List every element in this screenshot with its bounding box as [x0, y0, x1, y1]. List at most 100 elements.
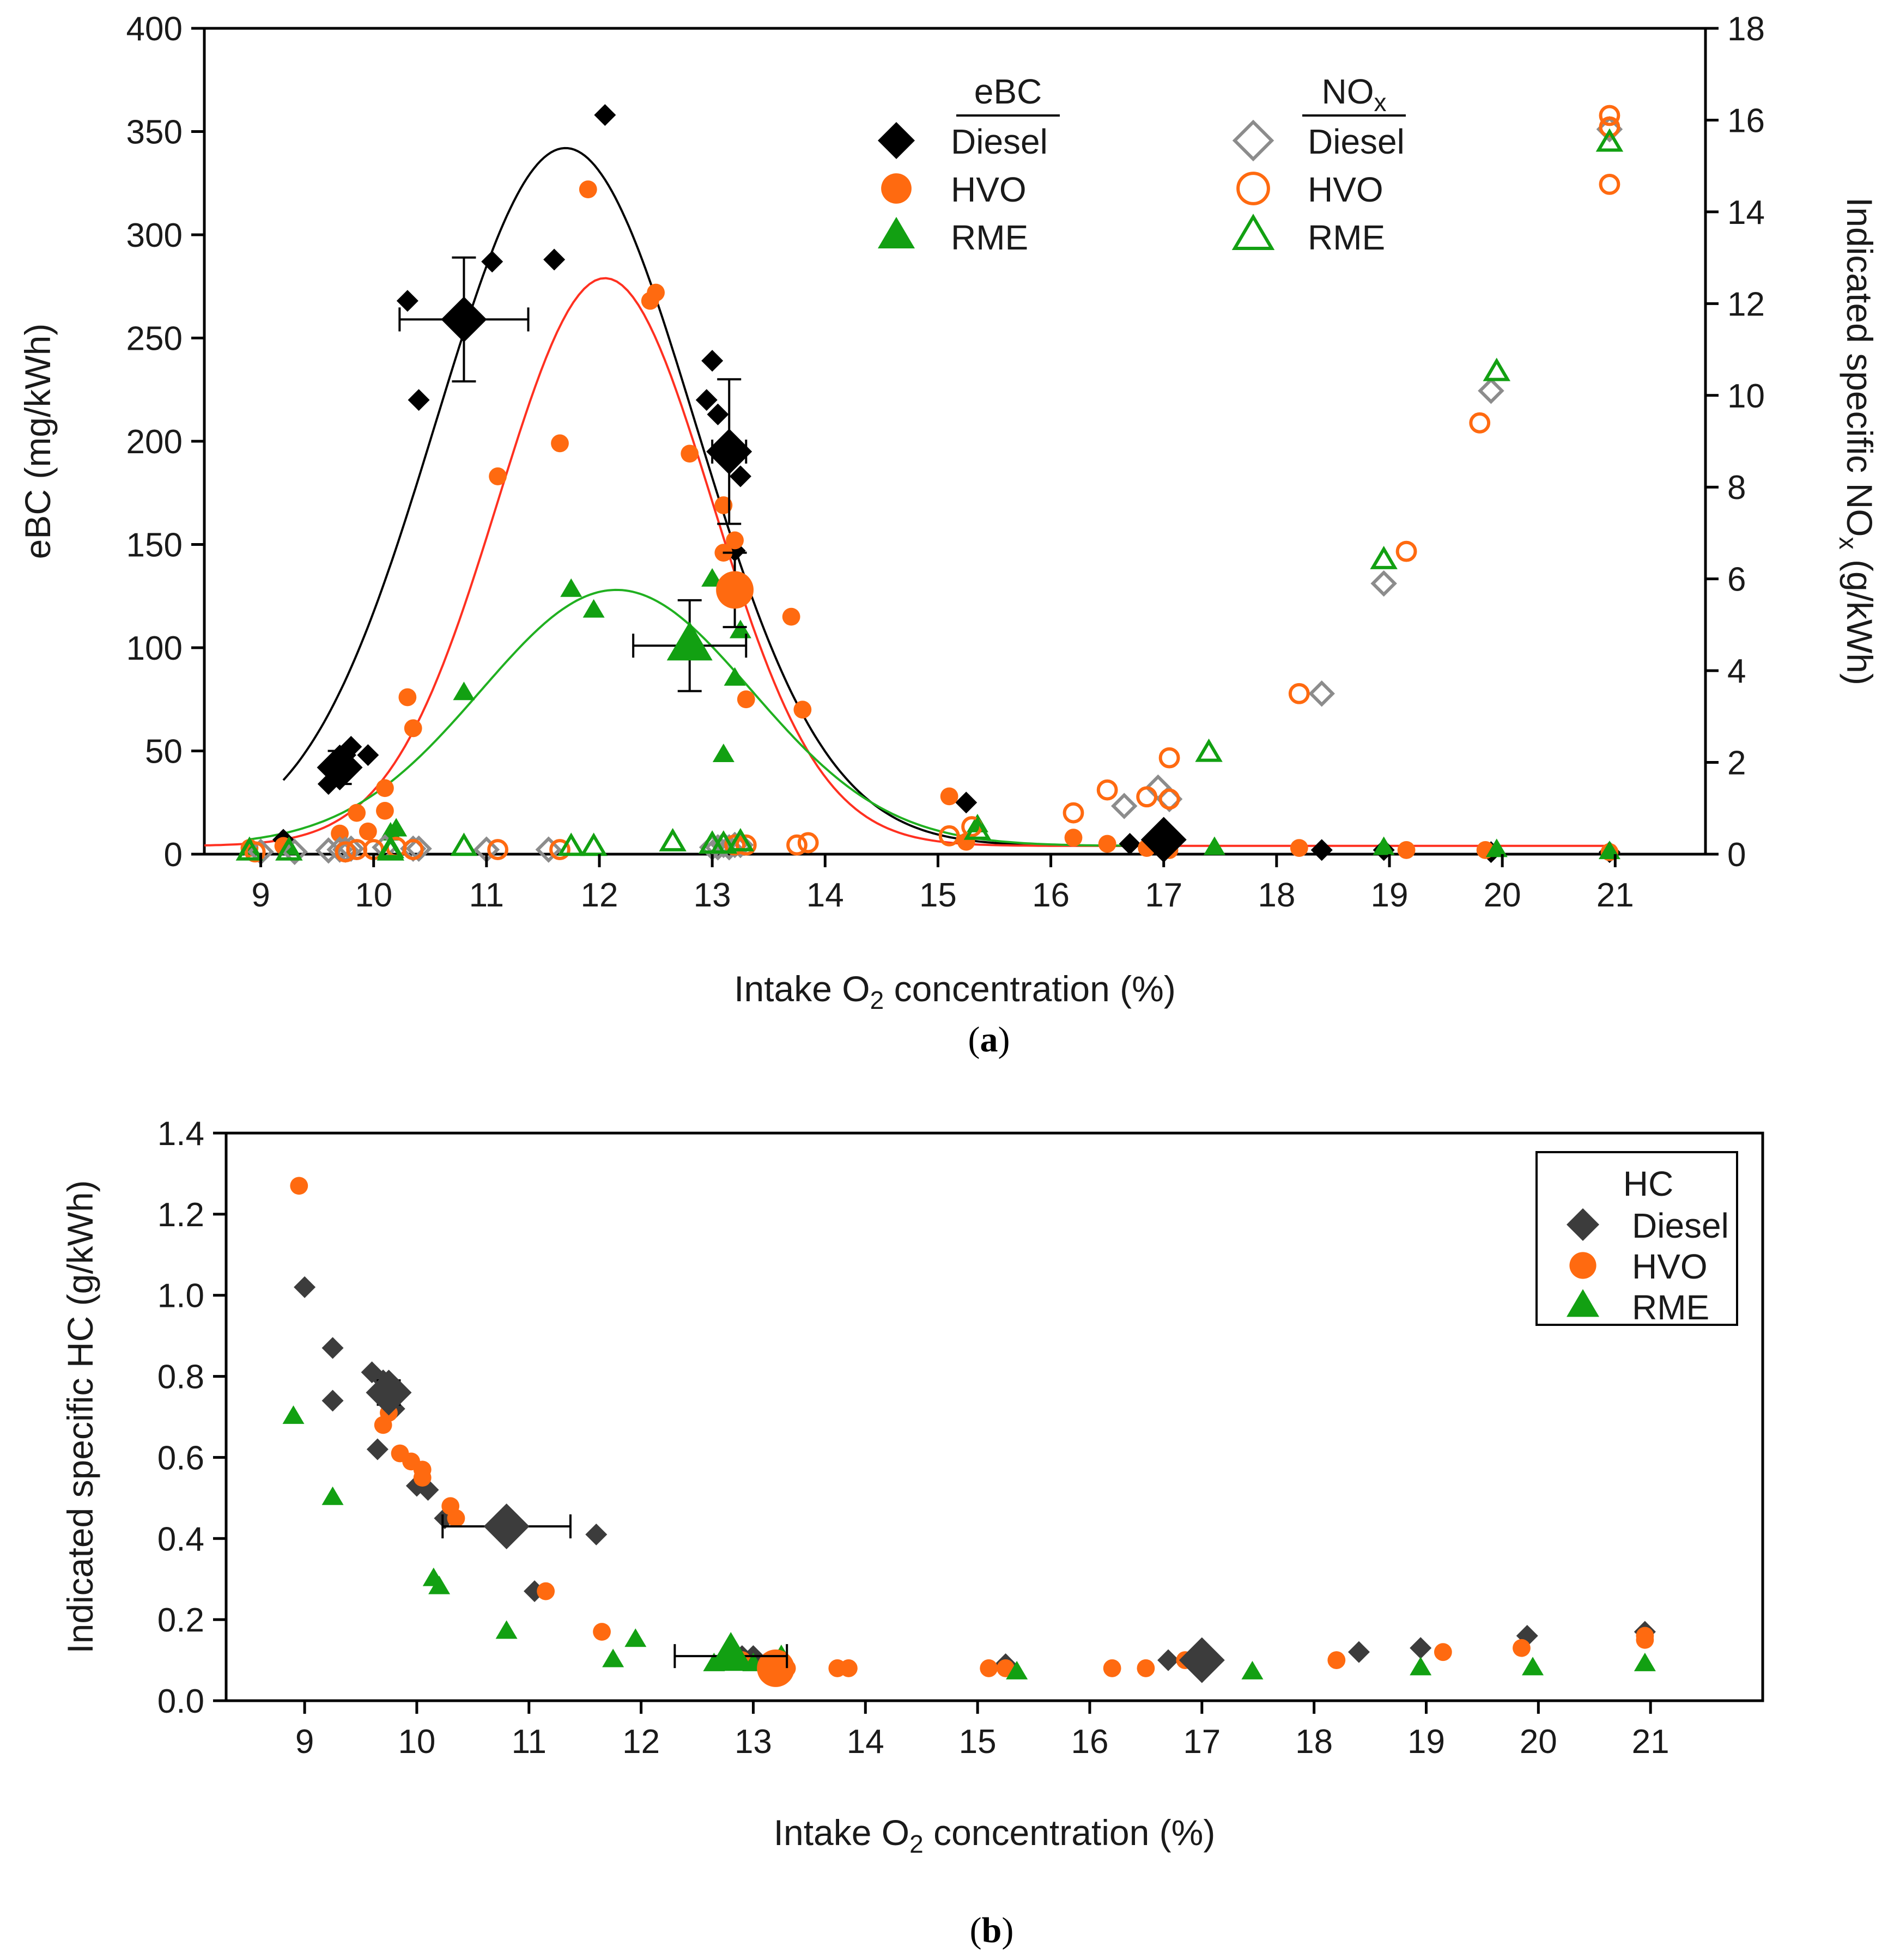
panel-a-legend-group-title: eBC [974, 72, 1042, 111]
panel-a-point-hvo-ebc [376, 779, 394, 798]
panel-a-legend-group-title: NOx [1322, 72, 1387, 117]
panel-a-point-rme-nox [1595, 128, 1624, 152]
panel-a-point-diesel-ebc [695, 389, 718, 411]
panel-b-legend-marker [1567, 1289, 1599, 1317]
panel-a-point-rme-nox [1370, 545, 1398, 569]
panel-a-point-hvo-ebc [1290, 839, 1308, 857]
panel-a-right-y-tick-label: 18 [1727, 10, 1765, 48]
panel-a-point-rme-nox [557, 832, 585, 856]
panel-a-point-diesel-nox [1478, 378, 1504, 404]
panel-a-point-rme-nox [377, 835, 405, 859]
panel-b-x-tick-label: 17 [1183, 1723, 1221, 1761]
panel-b-x-axis-title-subscript: 2 [909, 1830, 924, 1858]
panel-a-x-axis-title: Intake O2 concentration (%) [734, 969, 1176, 1014]
panel-a-point-rme-nox [659, 827, 687, 851]
panel-a-point-hvo-ebc [1397, 841, 1416, 859]
panel-a-x-tick-label: 16 [1032, 876, 1070, 914]
panel-a-legend-group-title-text: NO [1322, 72, 1374, 111]
panel-b-point-diesel [1157, 1649, 1180, 1671]
panel-a-point-rme-ebc [729, 619, 751, 638]
panel-b-point-hvo [413, 1469, 432, 1487]
panel-a-point-rme-nox [235, 837, 264, 861]
panel-a-legend: eBC Diesel HVO RME NOx Diesel HVO RME [878, 72, 1406, 257]
panel-a-point-hvo-nox [724, 834, 745, 856]
panel-a-x-tick-label: 20 [1484, 876, 1521, 914]
panel-b-x-tick-label: 16 [1071, 1723, 1108, 1761]
panel-b-legend-marker [1567, 1208, 1599, 1241]
panel-b-x-tick-label: 13 [734, 1723, 772, 1761]
panel-b-frame [224, 1131, 1764, 1702]
panel-a-x-tick-label: 21 [1597, 876, 1634, 914]
panel-b-point-diesel [321, 1337, 344, 1359]
panel-a-point-diesel-ebc [707, 403, 729, 425]
panel-b-chart: 9 10 11 12 13 14 15 16 17 18 19 20 21 0.0 0.2 0.4 0.6 0.8… [60, 1115, 1764, 1950]
panel-b-y-tick-label: 0.6 [157, 1439, 204, 1477]
panel-a-point-hvo-nox [1395, 540, 1417, 562]
panel-a-point-diesel-ebc-mean [317, 744, 363, 790]
panel-b-x-tick-label: 9 [295, 1723, 314, 1761]
panel-b-point-diesel [294, 1276, 316, 1298]
panel-a-point-hvo-nox [1599, 105, 1620, 126]
panel-a-point-hvo-ebc [579, 180, 597, 199]
panel-b-x-tick-label: 21 [1632, 1723, 1670, 1761]
panel-b-x-axis-title: Intake O2 concentration (%) [774, 1812, 1216, 1858]
panel-a-ticks: 9 10 11 12 13 14 15 16 17 18 19 20 21050100150200250… [126, 10, 1765, 914]
panel-b-point-rme [1522, 1657, 1544, 1676]
panel-a-point-rme-nox [1195, 738, 1223, 762]
panel-b-point-rme [428, 1575, 451, 1594]
panel-a-legend-group-title-text: eBC [974, 72, 1042, 111]
panel-b-point-hvo [757, 1649, 795, 1687]
panel-b-point-hvo [447, 1509, 465, 1527]
panel-a-right-y-axis-title-prefix: Indicated specific NO [1840, 197, 1880, 537]
panel-b-point-hvo [1327, 1651, 1346, 1669]
panel-a-point-hvo-nox [402, 839, 424, 860]
panel-a-y-tick-label: 150 [126, 527, 183, 564]
panel-a-point-hvo-ebc [359, 822, 377, 841]
panel-a-legend-label: HVO [1308, 170, 1383, 209]
panel-b-x-tick-label: 11 [512, 1723, 547, 1761]
panel-a-legend-marker [1231, 214, 1275, 250]
panel-a-x-tick-label: 17 [1145, 876, 1182, 914]
panel-b-point-rme [321, 1486, 344, 1505]
panel-a-point-rme-ebc [724, 667, 746, 686]
panel-b-y-tick-label: 0.0 [157, 1683, 204, 1720]
panel-a-right-y-tick-label: 2 [1727, 745, 1746, 782]
panel-a-x-axis-title-subscript: 2 [870, 986, 884, 1014]
panel-a-point-hvo-ebc [398, 688, 417, 707]
panel-a-point-hvo-ebc [489, 467, 507, 485]
panel-b-x-tick-label: 10 [398, 1723, 435, 1761]
panel-a-point-rme-ebc [1485, 838, 1508, 857]
panel-b-y-axis-title: Indicated specific HC (g/kWh) [60, 1180, 100, 1653]
panel-a-legend-marker [878, 217, 915, 248]
panel-b-point-rme [1410, 1657, 1432, 1676]
panel-a-point-rme-nox [1483, 357, 1511, 381]
panel-b-y-tick-label: 0.4 [157, 1520, 204, 1558]
panel-b-x-tick-label: 15 [959, 1723, 997, 1761]
panel-a-x-tick-label: 13 [694, 876, 731, 914]
panel-a-point-diesel-ebc [543, 248, 566, 271]
panel-b-point-rme [602, 1648, 624, 1667]
panel-a-point-hvo-ebc [647, 283, 665, 302]
panel-b-point-hvo [1434, 1643, 1452, 1661]
panel-a-point-rme-nox [963, 816, 992, 840]
panel-a-point-diesel-ebc-mean [706, 428, 752, 474]
panel-a-point-hvo-ebc [726, 531, 744, 550]
panel-a-point-rme-ebc [560, 578, 582, 597]
panel-b-point-rme [1006, 1660, 1028, 1679]
panel-a-x-tick-label: 9 [251, 876, 270, 914]
panel-a-point-hvo-ebc-mean [716, 571, 754, 609]
panel-b-legend-box [1535, 1151, 1738, 1326]
panel-b-label: (b) [970, 1910, 1014, 1950]
panel-a-y-tick-label: 0 [164, 836, 183, 874]
panel-a-point-hvo-nox [1469, 412, 1491, 434]
panel-a-legend-label: RME [951, 218, 1028, 257]
panel-a-right-y-tick-label: 4 [1727, 653, 1746, 690]
panel-a-point-hvo-nox [938, 825, 960, 847]
panel-a-right-y-tick-label: 0 [1727, 836, 1746, 874]
panel-a-point-hvo-nox [735, 834, 757, 856]
panel-a-point-hvo-nox [1158, 788, 1180, 810]
panel-a-data-points [235, 104, 1624, 866]
panel-a-right-y-tick-label: 12 [1727, 285, 1765, 323]
panel-a-legend-label: RME [1308, 218, 1385, 257]
